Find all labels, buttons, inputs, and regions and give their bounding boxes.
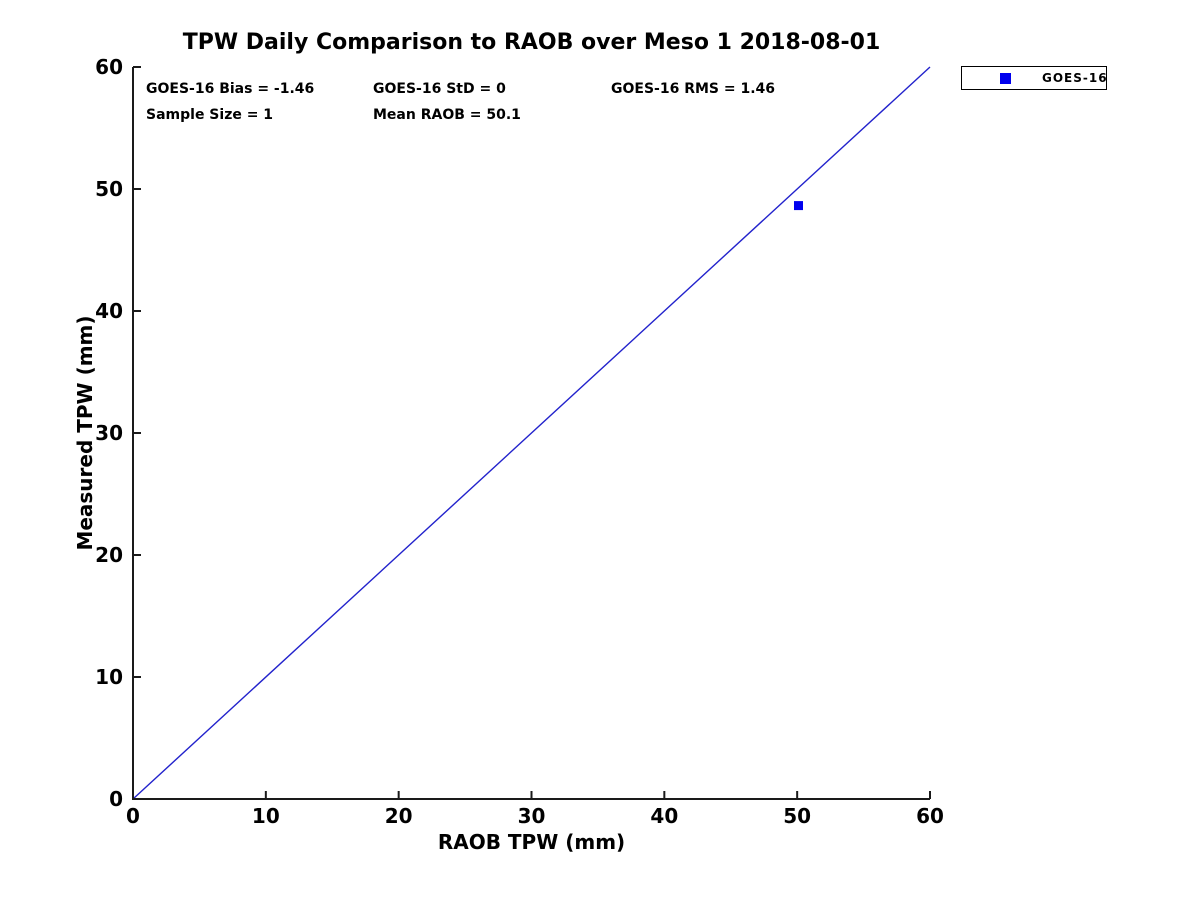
x-tick-label: 40 — [650, 804, 679, 828]
y-tick-label: 60 — [95, 55, 123, 79]
stat-rms: GOES-16 RMS = 1.46 — [611, 81, 776, 97]
x-tick-label: 60 — [916, 804, 944, 828]
legend: GOES-16 — [961, 66, 1107, 90]
data-point-square — [793, 201, 803, 211]
stat-sample-size: Sample Size = 1 — [146, 107, 274, 123]
stat-mean-raob: Mean RAOB = 50.1 — [373, 107, 521, 123]
y-axis-label: Measured TPW (mm) — [73, 315, 97, 551]
stat-std: GOES-16 StD = 0 — [373, 81, 506, 97]
x-tick-label: 20 — [384, 804, 413, 828]
y-tick-label: 40 — [95, 299, 123, 323]
x-tick-label: 30 — [517, 804, 546, 828]
chart-title: TPW Daily Comparison to RAOB over Meso 1… — [182, 30, 881, 55]
reference-line — [132, 66, 931, 800]
y-tick-label: 30 — [95, 421, 123, 445]
x-tick-label: 10 — [251, 804, 280, 828]
legend-square-marker-icon — [1000, 73, 1011, 84]
y-tick-label: 20 — [95, 543, 123, 567]
y-tick-label: 50 — [95, 177, 123, 201]
y-tick-label: 0 — [109, 787, 123, 811]
x-tick-label: 0 — [126, 804, 140, 828]
legend-entry-label: GOES-16 — [1042, 71, 1108, 85]
x-tick-label: 50 — [783, 804, 812, 828]
y-tick-label: 10 — [95, 665, 123, 689]
x-axis-label: RAOB TPW (mm) — [437, 830, 626, 854]
stat-bias: GOES-16 Bias = -1.46 — [146, 81, 315, 97]
